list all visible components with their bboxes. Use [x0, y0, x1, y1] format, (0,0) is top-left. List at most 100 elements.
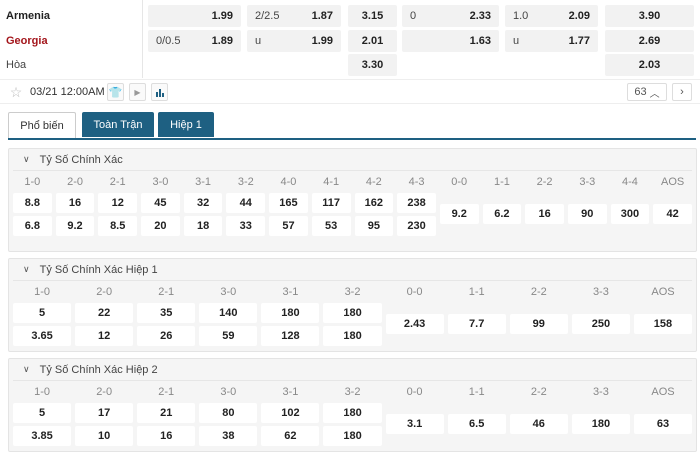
odds-value[interactable]: 99	[509, 314, 568, 334]
odds-value[interactable]: 8.8	[13, 193, 52, 213]
odds-value[interactable]: 12	[75, 326, 134, 346]
odds-value[interactable]: 10	[75, 426, 134, 446]
chevron-right-icon[interactable]: ›	[672, 83, 692, 101]
odds-value: 2.01	[361, 35, 384, 47]
odds-value[interactable]: 16	[55, 193, 95, 213]
odds-cell[interactable]: 2.03	[605, 54, 694, 76]
odds-value[interactable]: 22	[75, 303, 134, 323]
odds-cell[interactable]: 2.01	[348, 30, 397, 52]
panel-header[interactable]: ∨ Tỷ Số Chính Xác Hiệp 1	[13, 259, 692, 281]
odds-cell[interactable]: 1.0 2.09	[505, 5, 598, 27]
odds-value[interactable]: 2.43	[385, 314, 444, 334]
play-icon[interactable]: ▶	[129, 83, 146, 101]
odds-value[interactable]: 42	[653, 204, 692, 224]
odds-value[interactable]: 3.85	[13, 426, 72, 446]
odds-value[interactable]: 53	[311, 216, 351, 236]
odds-value: 1.63	[469, 35, 491, 47]
odds-value[interactable]: 102	[261, 403, 320, 423]
odds-value[interactable]: 3.65	[13, 326, 72, 346]
odds-value[interactable]: 5	[13, 303, 72, 323]
odds-value[interactable]: 230	[397, 216, 436, 236]
odds-value[interactable]: 62	[261, 426, 320, 446]
star-icon[interactable]: ☆	[9, 83, 23, 100]
odds-cell[interactable]: 0/0.5 1.89	[148, 30, 241, 52]
odds-value[interactable]: 44	[226, 193, 266, 213]
odds-value[interactable]: 6.2	[482, 204, 522, 224]
odds-value[interactable]: 8.5	[98, 216, 138, 236]
odds-value: 1.87	[311, 10, 333, 22]
jersey-icon[interactable]: 👕	[107, 83, 124, 101]
more-markets-button[interactable]: 63 ︿	[627, 83, 667, 101]
odds-value[interactable]: 90	[567, 204, 607, 224]
odds-value[interactable]: 300	[610, 204, 650, 224]
odds-value[interactable]: 32	[183, 193, 223, 213]
panel-title: Tỷ Số Chính Xác	[39, 153, 123, 166]
score-column: 3-2 44 33	[224, 174, 267, 236]
odds-value[interactable]: 35	[137, 303, 196, 323]
score-label: 1-1	[468, 386, 485, 398]
odds-value[interactable]: 9.2	[55, 216, 95, 236]
odds-value[interactable]: 57	[269, 216, 308, 236]
tab-hiep-1[interactable]: Hiệp 1	[158, 112, 214, 137]
odds-value[interactable]: 9.2	[439, 204, 479, 224]
chevron-down-icon: ∨	[23, 364, 30, 374]
odds-value[interactable]: 180	[261, 303, 320, 323]
odds-cell[interactable]: 1.99	[148, 5, 241, 27]
odds-value[interactable]: 180	[323, 426, 382, 446]
handicap-label: u	[513, 35, 520, 47]
odds-value[interactable]: 16	[525, 204, 564, 224]
odds-value[interactable]: 3.1	[385, 414, 444, 434]
odds-value[interactable]: 21	[137, 403, 196, 423]
odds-value[interactable]: 45	[141, 193, 180, 213]
odds-value[interactable]: 6.5	[447, 414, 506, 434]
odds-value: 3.30	[361, 59, 384, 71]
odds-cell[interactable]: 2/2.5 1.87	[247, 5, 341, 27]
odds-value[interactable]: 180	[571, 414, 630, 434]
odds-cell[interactable]: 3.15	[348, 5, 397, 27]
odds-value[interactable]: 140	[199, 303, 258, 323]
odds-value[interactable]: 158	[633, 314, 693, 334]
odds-value[interactable]: 46	[509, 414, 568, 434]
odds-cell[interactable]: 3.90	[605, 5, 694, 27]
odds-value[interactable]: 180	[323, 303, 382, 323]
odds-value[interactable]: 18	[183, 216, 223, 236]
stats-icon[interactable]	[151, 83, 168, 101]
odds-value[interactable]: 128	[261, 326, 320, 346]
odds-value[interactable]: 20	[141, 216, 180, 236]
odds-value[interactable]: 38	[199, 426, 258, 446]
odds-cell[interactable]: u 1.77	[505, 30, 598, 52]
odds-value[interactable]: 250	[571, 314, 630, 334]
odds-value[interactable]: 12	[98, 193, 138, 213]
odds-value[interactable]: 26	[137, 326, 196, 346]
odds-value[interactable]: 117	[311, 193, 351, 213]
odds-cell[interactable]: 2.69	[605, 30, 694, 52]
odds-cell[interactable]: 0 2.33	[402, 5, 499, 27]
odds-cell[interactable]: 3.30	[348, 54, 397, 76]
odds-value[interactable]: 33	[226, 216, 266, 236]
odds-value[interactable]: 80	[199, 403, 258, 423]
odds-value[interactable]: 5	[13, 403, 72, 423]
odds-value[interactable]: 162	[354, 193, 394, 213]
odds-value[interactable]: 180	[323, 403, 382, 423]
odds-value[interactable]: 63	[633, 414, 693, 434]
panel-header[interactable]: ∨ Tỷ Số Chính Xác Hiệp 2	[13, 359, 692, 381]
panel-header[interactable]: ∨ Tỷ Số Chính Xác	[13, 149, 692, 171]
tab-toan-tran[interactable]: Toàn Trận	[82, 112, 154, 137]
odds-value[interactable]: 17	[75, 403, 134, 423]
odds-cell[interactable]: 1.63	[402, 30, 499, 52]
odds-value[interactable]: 165	[269, 193, 308, 213]
odds-value[interactable]: 7.7	[447, 314, 506, 334]
odds-value[interactable]: 6.8	[13, 216, 52, 236]
odds-value: 1.99	[211, 10, 233, 22]
chevron-up-icon: ︿	[649, 88, 660, 100]
odds-cell[interactable]: u 1.99	[247, 30, 341, 52]
odds-value[interactable]: 59	[199, 326, 258, 346]
odds-value[interactable]: 95	[354, 216, 394, 236]
tab-pho-bien[interactable]: Phổ biến	[8, 112, 76, 139]
odds-value[interactable]: 16	[137, 426, 196, 446]
odds-value[interactable]: 238	[397, 193, 436, 213]
score-column: 1-1 6.5	[446, 384, 508, 446]
market-count: 63	[634, 86, 647, 98]
score-label: 1-0	[34, 286, 50, 298]
odds-value[interactable]: 180	[323, 326, 382, 346]
